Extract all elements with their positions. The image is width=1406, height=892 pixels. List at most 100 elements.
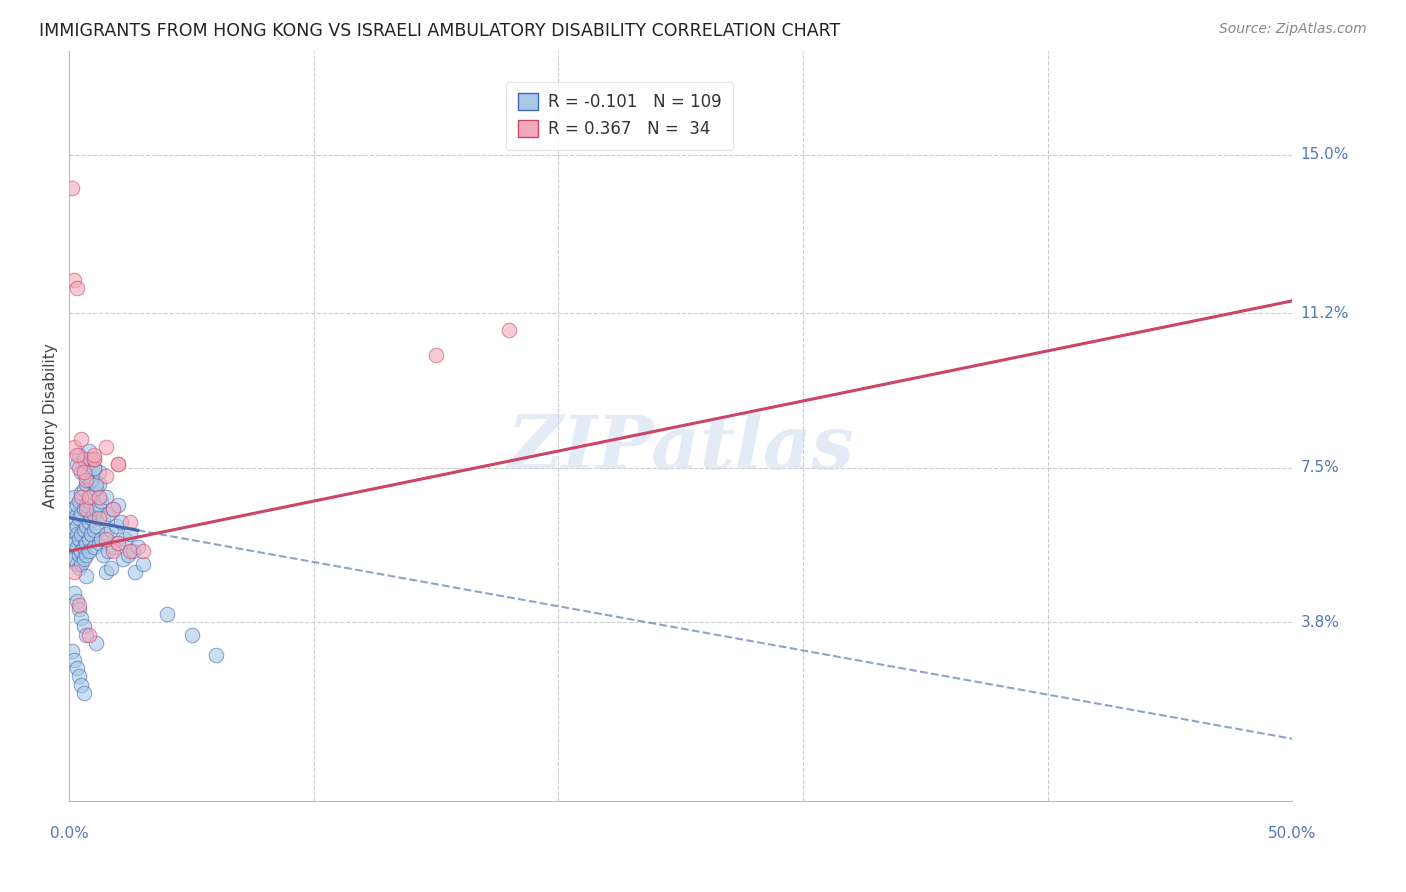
Point bbox=[77, 444, 100, 458]
Point bbox=[84, 477, 107, 491]
Point bbox=[65, 507, 87, 521]
Point bbox=[75, 519, 97, 533]
Point bbox=[77, 627, 100, 641]
Point bbox=[131, 557, 153, 571]
Point bbox=[67, 494, 90, 508]
Point bbox=[75, 627, 97, 641]
Point bbox=[67, 532, 90, 546]
Point bbox=[77, 473, 100, 487]
Point bbox=[75, 498, 97, 512]
Point bbox=[498, 323, 520, 337]
Point bbox=[73, 619, 96, 633]
Point bbox=[83, 485, 105, 500]
Point bbox=[77, 515, 100, 529]
Point bbox=[65, 527, 87, 541]
Point bbox=[97, 507, 120, 521]
Point bbox=[70, 527, 93, 541]
Point bbox=[60, 544, 83, 558]
Point bbox=[60, 644, 83, 658]
Point bbox=[103, 502, 125, 516]
Point bbox=[77, 544, 100, 558]
Point bbox=[63, 652, 86, 666]
Point bbox=[73, 452, 96, 467]
Point bbox=[80, 490, 103, 504]
Point bbox=[73, 552, 96, 566]
Point bbox=[75, 469, 97, 483]
Point bbox=[60, 502, 83, 516]
Point bbox=[84, 519, 107, 533]
Point bbox=[73, 523, 96, 537]
Point bbox=[70, 465, 93, 479]
Point bbox=[67, 510, 90, 524]
Point bbox=[80, 452, 103, 467]
Point bbox=[75, 477, 97, 491]
Point bbox=[80, 469, 103, 483]
Point bbox=[75, 535, 97, 549]
Point bbox=[73, 686, 96, 700]
Point bbox=[90, 494, 112, 508]
Text: Source: ZipAtlas.com: Source: ZipAtlas.com bbox=[1219, 22, 1367, 37]
Point bbox=[97, 544, 120, 558]
Point bbox=[63, 510, 86, 524]
Point bbox=[60, 523, 83, 537]
Point bbox=[114, 532, 136, 546]
Point bbox=[65, 448, 87, 462]
Y-axis label: Ambulatory Disability: Ambulatory Disability bbox=[44, 343, 58, 508]
Point bbox=[87, 490, 110, 504]
Point bbox=[84, 482, 107, 496]
Point bbox=[103, 540, 125, 554]
Point bbox=[87, 535, 110, 549]
Text: 50.0%: 50.0% bbox=[1268, 826, 1316, 841]
Point bbox=[103, 502, 125, 516]
Point bbox=[70, 490, 93, 504]
Point bbox=[94, 532, 117, 546]
Point bbox=[83, 540, 105, 554]
Point bbox=[120, 515, 142, 529]
Point bbox=[94, 469, 117, 483]
Point bbox=[93, 510, 115, 524]
Point bbox=[73, 482, 96, 496]
Text: 3.8%: 3.8% bbox=[1301, 615, 1340, 630]
Point bbox=[65, 457, 87, 471]
Point bbox=[83, 460, 105, 475]
Point bbox=[77, 532, 100, 546]
Point bbox=[107, 535, 129, 549]
Point bbox=[83, 523, 105, 537]
Point bbox=[75, 549, 97, 563]
Point bbox=[112, 552, 135, 566]
Point bbox=[87, 498, 110, 512]
Point bbox=[67, 602, 90, 616]
Point bbox=[83, 507, 105, 521]
Point bbox=[80, 473, 103, 487]
Point bbox=[87, 477, 110, 491]
Point bbox=[117, 549, 139, 563]
Point bbox=[63, 586, 86, 600]
Point bbox=[127, 540, 149, 554]
Point bbox=[107, 498, 129, 512]
Point bbox=[84, 636, 107, 650]
Point bbox=[65, 281, 87, 295]
Point bbox=[75, 569, 97, 583]
Point bbox=[120, 544, 142, 558]
Point bbox=[73, 465, 96, 479]
Point bbox=[94, 490, 117, 504]
Point bbox=[180, 627, 202, 641]
Point bbox=[63, 565, 86, 579]
Point bbox=[120, 527, 142, 541]
Point bbox=[63, 532, 86, 546]
Point bbox=[63, 490, 86, 504]
Point bbox=[93, 549, 115, 563]
Point bbox=[65, 661, 87, 675]
Point bbox=[84, 502, 107, 516]
Point bbox=[67, 549, 90, 563]
Point bbox=[75, 502, 97, 516]
Point bbox=[83, 460, 105, 475]
Point bbox=[131, 544, 153, 558]
Point bbox=[107, 457, 129, 471]
Text: IMMIGRANTS FROM HONG KONG VS ISRAELI AMBULATORY DISABILITY CORRELATION CHART: IMMIGRANTS FROM HONG KONG VS ISRAELI AMB… bbox=[39, 22, 841, 40]
Point bbox=[67, 561, 90, 575]
Point bbox=[60, 181, 83, 195]
Text: 7.5%: 7.5% bbox=[1301, 460, 1339, 475]
Point bbox=[83, 465, 105, 479]
Point bbox=[100, 561, 122, 575]
